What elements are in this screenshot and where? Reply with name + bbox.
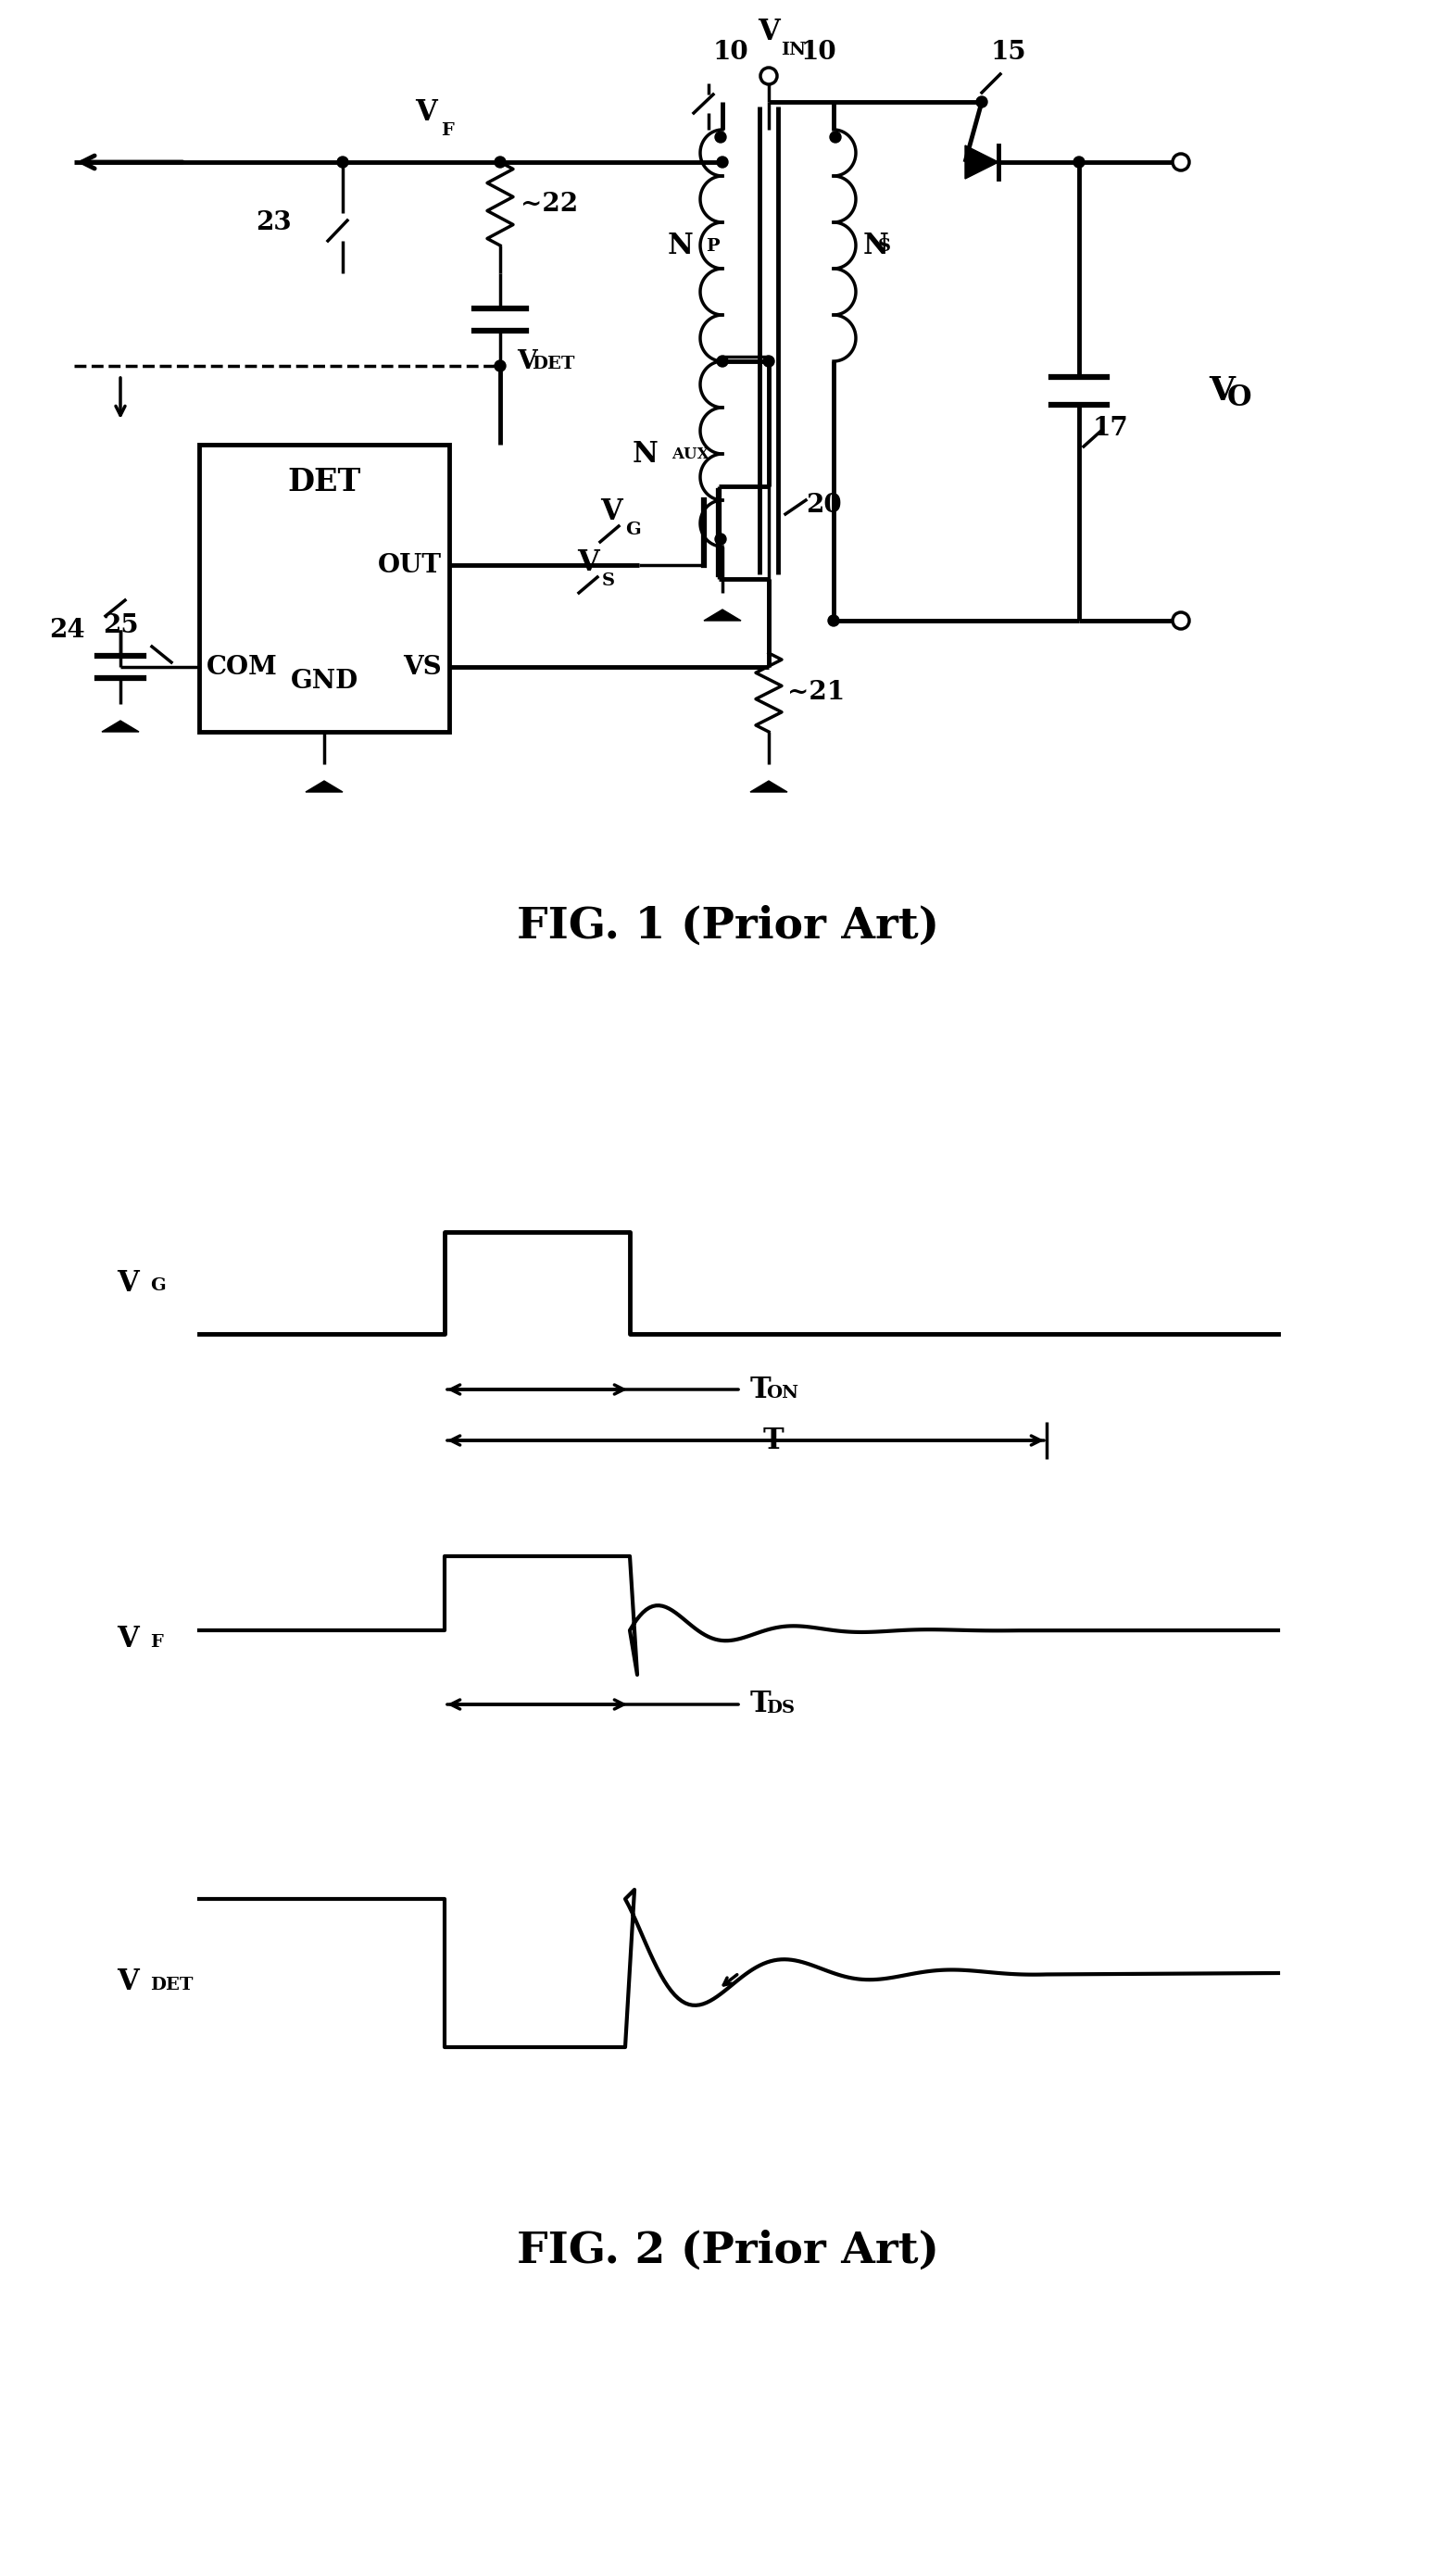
Text: O: O xyxy=(1227,383,1252,413)
Text: GND: GND xyxy=(290,669,358,694)
Text: G: G xyxy=(150,1279,166,1294)
Text: V: V xyxy=(757,18,780,46)
Polygon shape xyxy=(965,145,999,179)
Text: 25: 25 xyxy=(103,612,138,638)
Text: 23: 23 xyxy=(256,209,291,235)
Text: IN: IN xyxy=(780,41,805,59)
Circle shape xyxy=(338,156,348,168)
Text: VS: VS xyxy=(403,653,441,679)
Text: DS: DS xyxy=(766,1700,795,1717)
Text: FIG. 1 (Prior Art): FIG. 1 (Prior Art) xyxy=(517,906,939,947)
Text: V: V xyxy=(600,498,622,526)
Text: ~22: ~22 xyxy=(521,191,578,217)
Text: F: F xyxy=(441,122,454,138)
Text: P: P xyxy=(706,237,719,255)
Text: G: G xyxy=(625,521,641,538)
Text: 10: 10 xyxy=(801,41,837,64)
Bar xyxy=(199,444,450,732)
Text: T: T xyxy=(750,1689,772,1720)
Text: DET: DET xyxy=(150,1978,194,1993)
Text: 15: 15 xyxy=(992,41,1026,64)
Text: V: V xyxy=(1208,375,1235,406)
Text: V: V xyxy=(116,1968,138,1996)
Text: S: S xyxy=(601,572,614,590)
Text: FIG. 2 (Prior Art): FIG. 2 (Prior Art) xyxy=(517,2230,939,2271)
Text: AUX: AUX xyxy=(671,447,709,462)
Circle shape xyxy=(828,615,839,625)
Text: V: V xyxy=(577,549,598,577)
Circle shape xyxy=(716,156,728,168)
Text: N: N xyxy=(863,232,890,260)
Text: V: V xyxy=(517,350,537,373)
Circle shape xyxy=(763,355,775,367)
Text: 24: 24 xyxy=(50,618,86,643)
Text: V: V xyxy=(415,97,437,128)
Text: DET: DET xyxy=(287,467,361,498)
Text: V: V xyxy=(116,1268,138,1296)
Circle shape xyxy=(715,533,727,544)
Polygon shape xyxy=(703,610,741,620)
Text: N: N xyxy=(667,232,693,260)
Text: N: N xyxy=(632,439,658,467)
Text: ~21: ~21 xyxy=(788,679,844,704)
Circle shape xyxy=(495,156,505,168)
Polygon shape xyxy=(306,781,342,791)
Text: OUT: OUT xyxy=(379,554,441,577)
Text: T: T xyxy=(763,1427,783,1455)
Circle shape xyxy=(495,360,505,373)
Text: COM: COM xyxy=(207,653,278,679)
Text: F: F xyxy=(150,1633,163,1651)
Text: DET: DET xyxy=(531,355,575,373)
Text: V: V xyxy=(116,1626,138,1654)
Circle shape xyxy=(715,133,727,143)
Text: S: S xyxy=(878,237,891,255)
Text: T: T xyxy=(750,1376,772,1404)
Polygon shape xyxy=(750,781,788,791)
Polygon shape xyxy=(102,720,138,732)
Circle shape xyxy=(1073,156,1085,168)
Circle shape xyxy=(830,133,842,143)
Circle shape xyxy=(716,355,728,367)
Circle shape xyxy=(976,97,987,107)
Text: ON: ON xyxy=(766,1386,798,1401)
Text: 20: 20 xyxy=(805,493,842,518)
Text: 17: 17 xyxy=(1093,416,1128,441)
Text: 10: 10 xyxy=(713,41,748,64)
